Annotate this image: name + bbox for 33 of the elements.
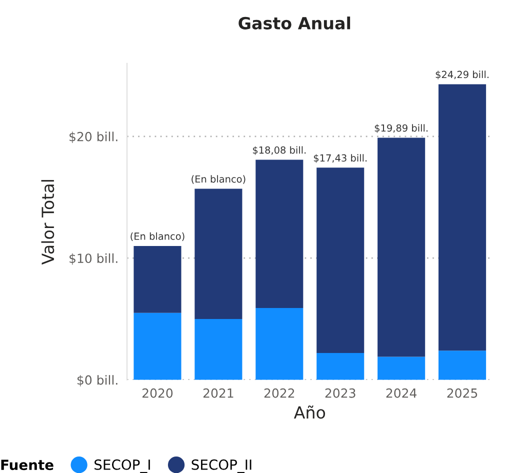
x-tick-label: 2020 xyxy=(142,388,173,398)
bar xyxy=(378,356,426,380)
bar xyxy=(256,160,304,308)
y-axis-title: Valor Total xyxy=(41,180,54,265)
x-axis-title: Año xyxy=(294,406,326,419)
legend-title: Fuente xyxy=(1,460,54,470)
total-label: $19,89 bill. xyxy=(374,124,428,133)
total-label: $17,43 bill. xyxy=(314,154,367,163)
bar xyxy=(378,138,426,357)
x-tick-label: 2022 xyxy=(264,388,294,398)
total-label: $24,29 bill. xyxy=(436,70,488,80)
bar xyxy=(134,246,182,313)
bar xyxy=(438,84,486,351)
x-tick-label: 2024 xyxy=(386,388,417,398)
bar xyxy=(194,318,242,380)
x-tick-label: 2023 xyxy=(325,388,356,398)
bar xyxy=(256,308,304,380)
legend-label: SECOP_II xyxy=(192,459,252,473)
bar xyxy=(438,350,486,380)
total-label: (En blanco) xyxy=(192,175,246,184)
bar xyxy=(316,168,364,354)
x-tick-label: 2021 xyxy=(203,388,234,398)
bar xyxy=(316,353,364,380)
total-label: $18,08 bill. xyxy=(252,146,306,156)
total-label: (En blanco) xyxy=(130,232,184,242)
y-tick-label: $10 bill. xyxy=(70,253,118,265)
y-tick-label: $0 bill. xyxy=(78,375,118,386)
bar xyxy=(134,312,182,380)
y-tick-label: $20 bill. xyxy=(70,132,118,143)
legend-label: SECOP_I xyxy=(94,459,150,473)
x-tick-label: 2025 xyxy=(447,388,478,398)
chart-title: Gasto Anual xyxy=(238,16,350,30)
bar xyxy=(194,188,242,319)
